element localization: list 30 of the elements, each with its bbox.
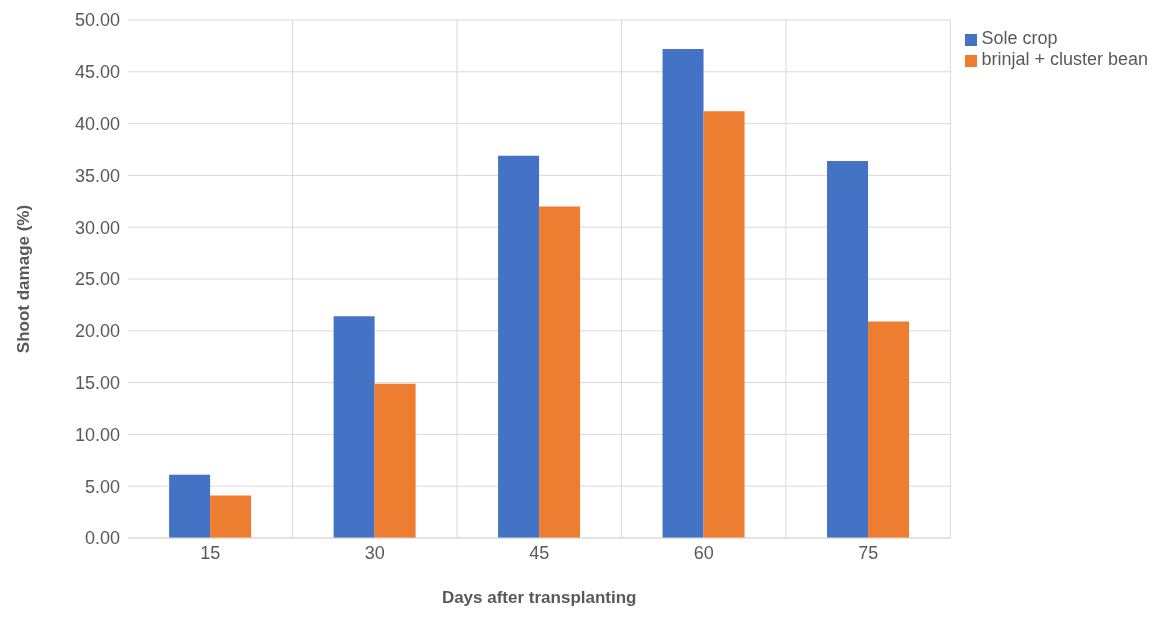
y-tick-label: 30.00 — [74, 217, 120, 238]
bar — [374, 383, 416, 538]
y-tick-label: 20.00 — [74, 321, 120, 342]
y-tick-label: 35.00 — [74, 165, 120, 186]
x-tick-label: 30 — [364, 542, 385, 563]
x-tick-label: 15 — [200, 542, 221, 563]
bar — [703, 111, 745, 538]
y-tick-label: 15.00 — [74, 372, 120, 393]
x-tick-label: 45 — [529, 542, 550, 563]
bar — [169, 474, 211, 538]
bar — [539, 206, 581, 538]
x-tick-label: 75 — [858, 542, 879, 563]
y-tick-label: 50.00 — [74, 10, 120, 31]
bar — [333, 316, 375, 538]
y-tick-label: 40.00 — [74, 113, 120, 134]
legend-label: Sole crop — [981, 28, 1058, 48]
y-tick-label: 0.00 — [84, 528, 120, 549]
legend-label: brinjal + cluster bean — [981, 49, 1148, 69]
y-tick-label: 5.00 — [84, 476, 120, 497]
bar — [868, 321, 910, 538]
y-tick-label: 25.00 — [74, 269, 120, 290]
y-axis-title: Shoot damage (%) — [14, 204, 34, 354]
bar — [210, 495, 252, 538]
bar — [662, 49, 704, 538]
bar — [827, 160, 869, 538]
y-tick-label: 10.00 — [74, 424, 120, 445]
bar — [498, 155, 540, 538]
x-axis-title: Days after transplanting — [441, 588, 637, 607]
x-tick-label: 60 — [693, 542, 714, 563]
y-tick-label: 45.00 — [74, 62, 120, 83]
